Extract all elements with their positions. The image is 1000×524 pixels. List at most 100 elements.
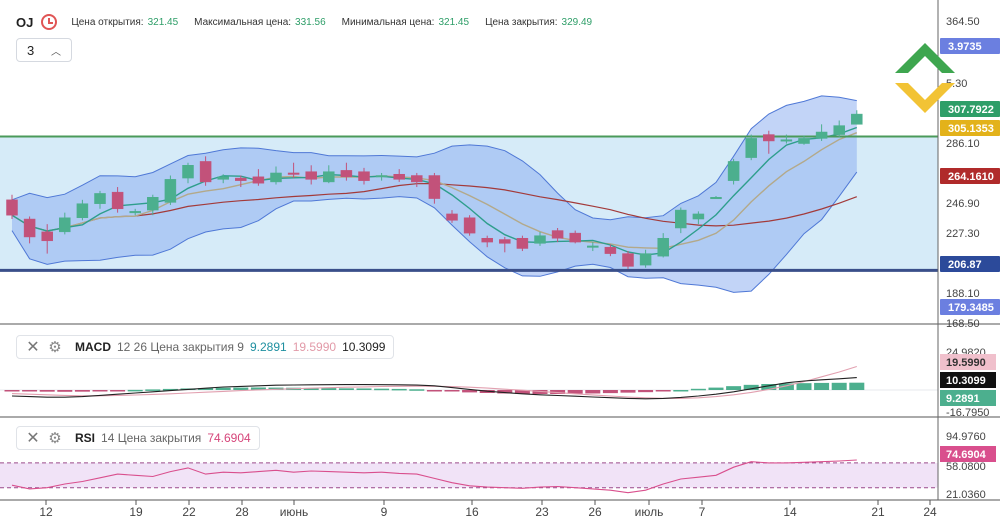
candle[interactable]	[94, 190, 106, 209]
macd-histogram-bar	[638, 390, 654, 393]
candle[interactable]	[111, 187, 124, 213]
candle-body	[235, 177, 247, 181]
candle[interactable]	[499, 236, 511, 253]
candle[interactable]	[164, 175, 177, 205]
candle[interactable]	[411, 172, 423, 188]
candle[interactable]	[727, 158, 740, 185]
interval-selector[interactable]: 3 ︿	[16, 38, 72, 62]
candle[interactable]	[516, 235, 529, 252]
candle[interactable]	[446, 210, 458, 223]
candle[interactable]	[534, 231, 546, 246]
candle-body	[446, 213, 458, 221]
close-icon[interactable]: ✕	[26, 339, 40, 356]
candle-body	[287, 172, 300, 175]
price-badge	[940, 299, 1000, 315]
candle[interactable]	[710, 196, 722, 200]
macd-histogram-bar	[849, 382, 865, 390]
candle[interactable]	[235, 175, 247, 188]
candle[interactable]	[622, 251, 634, 269]
interval-value: 3	[27, 42, 35, 58]
candle-body	[481, 237, 493, 243]
candle[interactable]	[41, 224, 53, 254]
macd-histogram-bar	[356, 388, 372, 390]
candle-body	[305, 171, 317, 180]
clock-icon[interactable]	[41, 14, 58, 30]
macd-histogram-bar	[585, 390, 601, 394]
gear-icon[interactable]: ⚙	[48, 339, 62, 356]
candle[interactable]	[340, 162, 353, 181]
candle[interactable]	[305, 165, 317, 185]
candle-body	[59, 217, 71, 233]
candle[interactable]	[59, 212, 71, 235]
candle-body	[94, 193, 106, 204]
candle[interactable]	[833, 120, 845, 138]
candle[interactable]	[587, 242, 599, 252]
candle[interactable]	[358, 167, 370, 185]
symbol-name[interactable]: OJ	[16, 14, 34, 30]
candle-body	[745, 138, 757, 158]
x-tick-label: 26	[588, 505, 602, 519]
chevron-up-icon[interactable]: ︿	[51, 46, 61, 58]
candle[interactable]	[604, 244, 617, 257]
candle[interactable]	[217, 174, 229, 184]
macd-histogram-bar	[743, 384, 759, 390]
gear-icon[interactable]: ⚙	[48, 430, 62, 447]
x-tick-label: 14	[783, 505, 797, 519]
candle[interactable]	[375, 172, 388, 181]
candle[interactable]	[639, 249, 652, 268]
macd-badge-label: 10.3099	[946, 375, 986, 387]
candle[interactable]	[551, 228, 564, 243]
candle[interactable]	[76, 199, 89, 221]
candle-body	[252, 176, 265, 184]
macd-histogram-bar	[708, 387, 724, 390]
candle[interactable]	[199, 156, 212, 186]
candle[interactable]	[692, 211, 705, 225]
candle[interactable]	[428, 172, 441, 204]
candle[interactable]	[270, 166, 282, 185]
y-tick-label: 246.90	[946, 198, 980, 210]
macd-badge	[940, 390, 996, 406]
price-badge	[940, 256, 1000, 272]
price-badge-label: 3.9735	[948, 41, 982, 53]
candle[interactable]	[569, 230, 581, 244]
candle[interactable]	[763, 130, 775, 154]
candle[interactable]	[780, 134, 793, 144]
candle-body	[199, 161, 212, 183]
candle-body	[622, 253, 634, 267]
candle-body	[111, 191, 124, 210]
rsi-name: RSI	[75, 431, 96, 445]
candle[interactable]	[23, 216, 36, 244]
candle[interactable]	[815, 124, 828, 141]
rsi-params: 14 Цена закрытия	[101, 431, 202, 445]
macd-histogram-bar	[250, 387, 266, 390]
macd-histogram-bar	[426, 390, 442, 392]
candle[interactable]	[657, 233, 669, 258]
candle[interactable]	[745, 134, 757, 161]
rsi-legend: ✕ ⚙ RSI 14 Цена закрытия 74.6904	[16, 426, 260, 450]
x-tick-label: 9	[381, 505, 388, 519]
candle-body	[763, 134, 775, 142]
candle[interactable]	[463, 215, 476, 236]
candle[interactable]	[323, 165, 335, 184]
candle-body	[129, 211, 141, 214]
macd-histogram-bar	[602, 390, 618, 394]
candle[interactable]	[252, 169, 265, 186]
candle-body	[147, 197, 159, 211]
candle[interactable]	[129, 208, 141, 216]
candle[interactable]	[6, 194, 18, 220]
candle[interactable]	[287, 162, 300, 179]
close-icon[interactable]: ✕	[26, 430, 40, 447]
y-tick-label: -16.7950	[946, 407, 989, 419]
candle[interactable]	[851, 110, 863, 125]
low-value: 321.45	[438, 16, 470, 28]
candle[interactable]	[481, 235, 493, 248]
candle[interactable]	[182, 162, 194, 184]
candle[interactable]	[393, 169, 405, 182]
candle[interactable]	[798, 135, 810, 145]
close-label: Цена закрытия:	[485, 16, 558, 28]
candle[interactable]	[147, 194, 159, 216]
candle[interactable]	[675, 207, 687, 234]
candle-body	[587, 245, 599, 248]
bollinger-lower-line	[11, 171, 858, 293]
